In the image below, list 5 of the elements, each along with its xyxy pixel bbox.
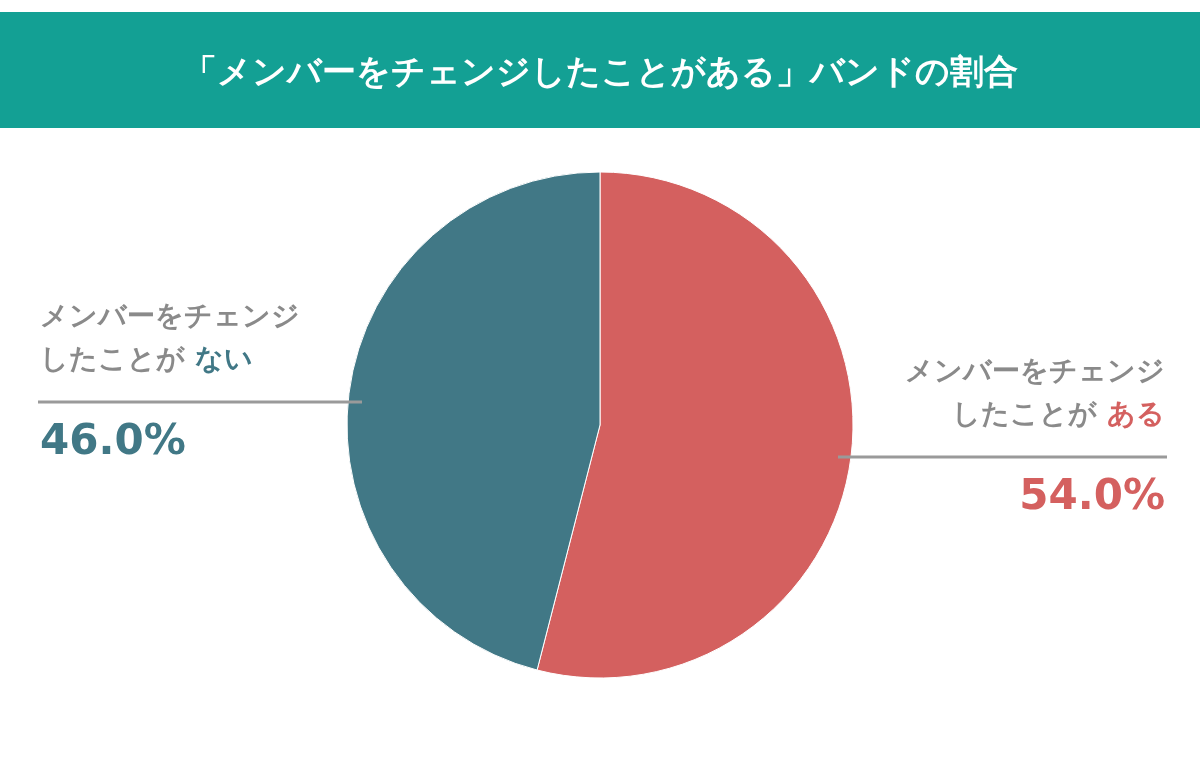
chart-title: 「メンバーをチェンジしたことがある」バンドの割合	[182, 51, 1018, 91]
slice-label: メンバーをチェンジしたことが ある	[905, 354, 1165, 430]
data-label: 54.0%	[1019, 470, 1165, 519]
slice-label: メンバーをチェンジしたことが ない	[40, 299, 300, 375]
data-label: 46.0%	[40, 415, 186, 464]
